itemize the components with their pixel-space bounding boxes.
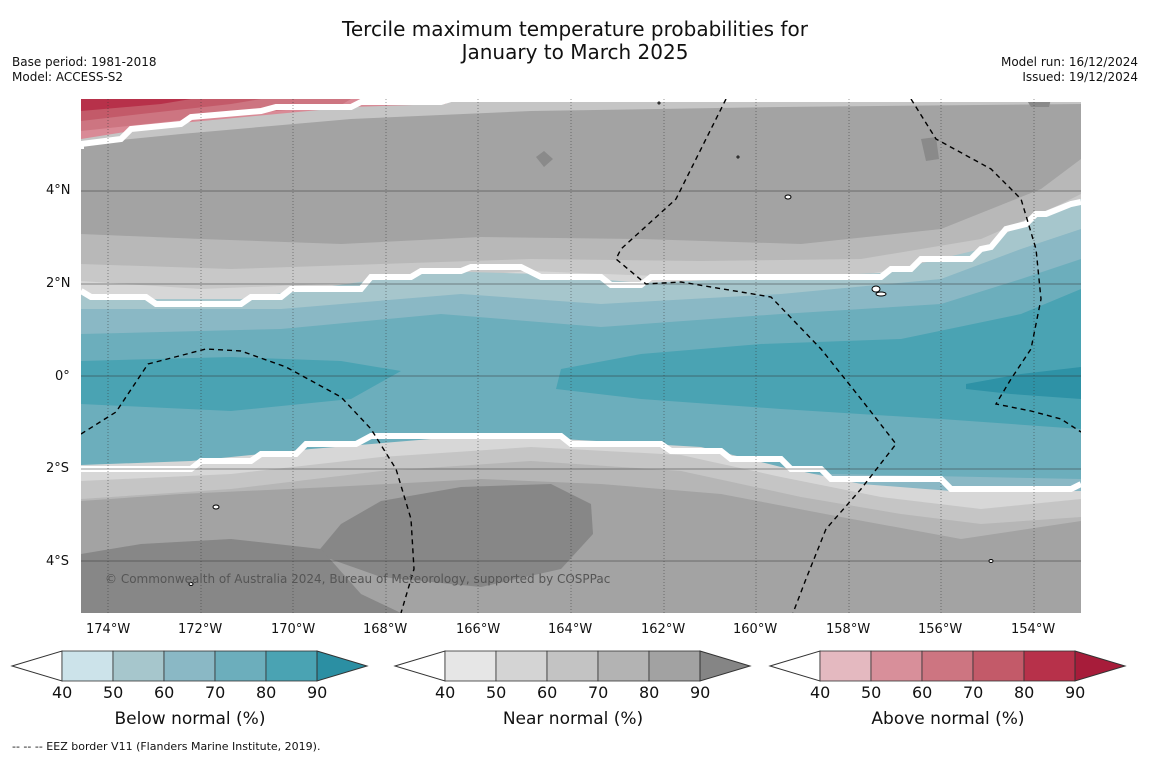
colorbar-near-normal-tick-50: 50	[486, 683, 507, 702]
colorbar-above-normal-segment-4	[1023, 650, 1076, 682]
colorbar-near-normal-segment-1	[495, 650, 548, 682]
colorbar-above-normal-tick-40: 40	[810, 683, 831, 702]
tercile-boundary-equator-south	[81, 433, 1081, 492]
colorbar-below-normal-segment-4	[265, 650, 318, 682]
colorbar-near-normal-tick-70: 70	[588, 683, 609, 702]
near-normal-80-patch-north	[921, 137, 939, 161]
lon-label-174w: 174°W	[86, 622, 131, 637]
lon-label-154w: 154°W	[1011, 622, 1056, 637]
tercile-boundary-equator-north	[81, 199, 1081, 307]
colorbar-above-normal	[768, 650, 1127, 682]
colorbar-near-normal-lower-extension	[393, 650, 446, 682]
lat-label-4n: 4°N	[46, 183, 71, 198]
colorbar-near-normal-segment-0	[444, 650, 497, 682]
lon-label-156w: 156°W	[918, 622, 963, 637]
colorbar-near-normal-tick-90: 90	[690, 683, 711, 702]
eez-borders	[81, 99, 1081, 613]
above-normal-80-region	[81, 99, 191, 111]
colorbar-above-normal-segment-1	[870, 650, 923, 682]
islands	[188, 101, 994, 586]
colorbar-below-normal-segment-2	[163, 650, 216, 682]
colorbar-above-normal-tick-50: 50	[861, 683, 882, 702]
lon-label-170w: 170°W	[271, 622, 316, 637]
colorbar-above-normal-segment-2	[921, 650, 974, 682]
eez-footnote: -- -- -- EEZ border V11 (Flanders Marine…	[12, 740, 321, 753]
model-run-text: Model run: 16/12/2024	[1000, 55, 1138, 69]
model-text: Model: ACCESS-S2	[12, 70, 124, 84]
probability-map	[81, 99, 1081, 613]
colorbar-near-normal-tick-80: 80	[639, 683, 660, 702]
near-normal-light-band-north	[81, 99, 1081, 144]
title-line-2: January to March 2025	[461, 40, 689, 64]
lon-label-166w: 166°W	[456, 622, 501, 637]
copyright-text: © Commonwealth of Australia 2024, Bureau…	[105, 572, 611, 586]
colorbar-above-normal-tick-70: 70	[963, 683, 984, 702]
colorbar-below-normal-tick-80: 80	[256, 683, 277, 702]
below-normal-90-region	[966, 367, 1081, 399]
near-normal-lighter-band-north	[81, 194, 1081, 299]
colorbar-near-normal-tick-40: 40	[435, 683, 456, 702]
base-period-text: Base period: 1981-2018	[12, 55, 157, 69]
colorbar-near-normal	[393, 650, 752, 682]
tercile-boundary-north	[81, 99, 1081, 149]
lat-label-2s: 2°S	[46, 461, 70, 476]
lat-label-0: 0°	[55, 369, 70, 384]
colorbar-above-normal-tick-90: 90	[1065, 683, 1086, 702]
below-normal-80-region	[81, 357, 401, 411]
colorbar-below-normal-upper-extension	[316, 650, 369, 682]
colorbar-near-normal-segment-2	[546, 650, 599, 682]
colorbar-below-normal-segment-1	[112, 650, 165, 682]
lat-label-2n: 2°N	[46, 276, 71, 291]
lon-label-162w: 162°W	[641, 622, 686, 637]
colorbar-below-normal-lower-extension	[10, 650, 63, 682]
lon-label-158w: 158°W	[826, 622, 871, 637]
colorbar-above-normal-segment-0	[819, 650, 872, 682]
colorbar-below-normal	[10, 650, 369, 682]
colorbar-near-normal-title: Near normal (%)	[502, 709, 644, 729]
colorbar-near-normal-segment-4	[648, 650, 701, 682]
colorbar-above-normal-tick-60: 60	[912, 683, 933, 702]
colorbar-above-normal-title: Above normal (%)	[871, 709, 1025, 729]
lon-label-160w: 160°W	[733, 622, 778, 637]
colorbar-above-normal-tick-80: 80	[1014, 683, 1035, 702]
lat-label-4s: 4°S	[46, 554, 70, 569]
colorbar-below-normal-tick-90: 90	[307, 683, 328, 702]
colorbar-near-normal-segment-3	[597, 650, 650, 682]
colorbar-above-normal-lower-extension	[768, 650, 821, 682]
lon-label-172w: 172°W	[178, 622, 223, 637]
lon-label-164w: 164°W	[548, 622, 593, 637]
colorbar-below-normal-tick-40: 40	[52, 683, 73, 702]
colorbar-below-normal-title: Below normal (%)	[114, 709, 266, 729]
graticule	[81, 190, 1081, 562]
below-normal-80-region-east	[556, 289, 1081, 429]
colorbar-below-normal-tick-70: 70	[205, 683, 226, 702]
left-meta: Base period: 1981-2018 Model: ACCESS-S2	[12, 55, 157, 85]
colorbar-near-normal-upper-extension	[699, 650, 752, 682]
right-meta: Model run: 16/12/2024 Issued: 19/12/2024	[1001, 55, 1138, 85]
issued-text: Issued: 19/12/2024	[1022, 70, 1138, 84]
colorbar-below-normal-tick-60: 60	[154, 683, 175, 702]
near-normal-80-patch-north-2	[536, 151, 553, 167]
colorbar-below-normal-segment-3	[214, 650, 267, 682]
colorbar-above-normal-upper-extension	[1074, 650, 1127, 682]
chart-title: Tercile maximum temperature probabilitie…	[0, 18, 1150, 64]
title-line-1: Tercile maximum temperature probabilitie…	[342, 17, 808, 41]
colorbar-above-normal-segment-3	[972, 650, 1025, 682]
colorbar-below-normal-tick-50: 50	[103, 683, 124, 702]
colorbar-below-normal-segment-0	[61, 650, 114, 682]
near-normal-80-patch-southwest	[81, 539, 401, 613]
colorbar-near-normal-tick-60: 60	[537, 683, 558, 702]
lon-label-168w: 168°W	[363, 622, 408, 637]
